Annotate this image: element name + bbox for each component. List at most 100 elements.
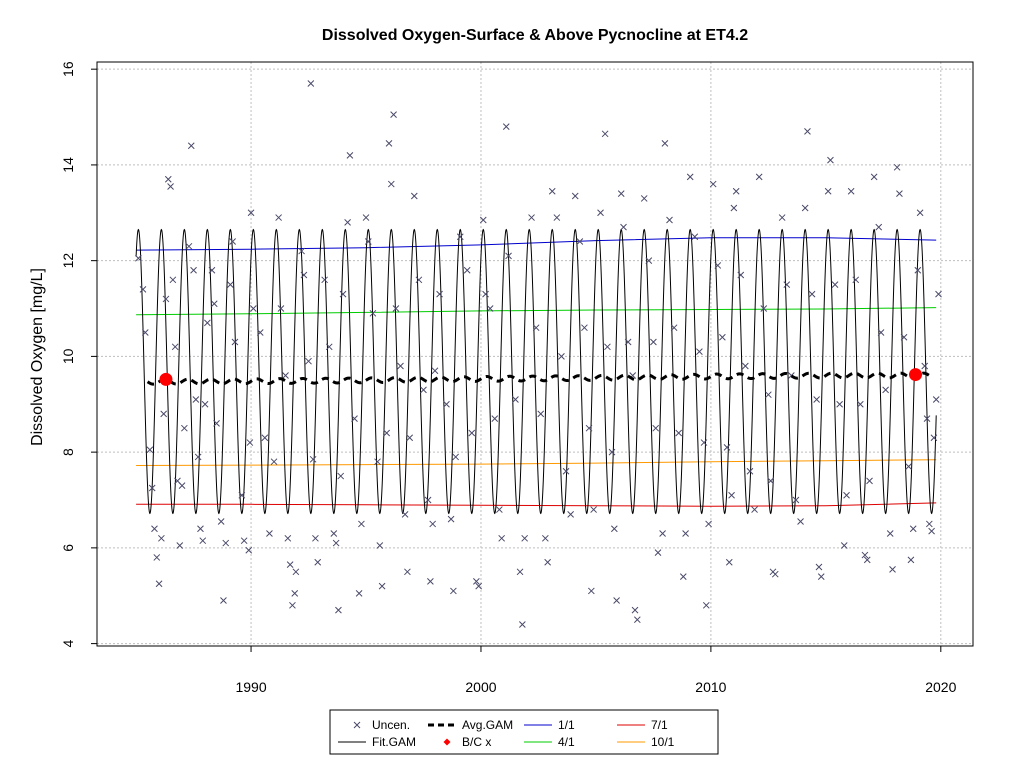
- data-point: [548, 187, 556, 195]
- uncensored-points: [135, 80, 942, 628]
- data-point: [914, 266, 922, 274]
- data-point: [286, 561, 294, 568]
- data-point: [314, 558, 322, 566]
- data-point: [893, 163, 901, 171]
- chart-title: Dissolved Oxygen-Surface & Above Pycnocl…: [322, 27, 748, 44]
- data-point: [585, 424, 593, 432]
- data-point: [335, 606, 342, 614]
- data-point: [374, 458, 381, 466]
- data-point: [576, 238, 584, 245]
- data-point: [836, 400, 843, 408]
- legend-item: Avg.GAM: [428, 718, 513, 732]
- data-point: [201, 400, 209, 408]
- data-point: [686, 173, 694, 181]
- data-point: [164, 175, 172, 183]
- data-point: [351, 415, 358, 422]
- data-point: [505, 252, 512, 260]
- data-point: [167, 183, 174, 190]
- data-point: [907, 556, 915, 564]
- data-point: [760, 305, 768, 312]
- legend-item: B/C x: [443, 735, 491, 749]
- legend-diamond-icon: [443, 738, 451, 746]
- data-point: [581, 324, 588, 332]
- data-point: [210, 300, 218, 308]
- data-point: [751, 506, 758, 513]
- data-point: [217, 518, 225, 525]
- data-point: [397, 362, 404, 370]
- data-point: [831, 281, 839, 288]
- data-point: [275, 214, 282, 221]
- data-point: [930, 434, 938, 442]
- data-point: [923, 415, 931, 422]
- data-point: [491, 415, 499, 422]
- data-point: [896, 190, 903, 197]
- data-point: [696, 348, 703, 355]
- legend-label: B/C x: [462, 735, 491, 749]
- data-point: [567, 511, 574, 518]
- data-point: [309, 455, 317, 463]
- data-point: [197, 525, 204, 533]
- data-point: [192, 396, 200, 403]
- data-point: [249, 305, 257, 312]
- data-point: [840, 542, 848, 549]
- bc-markers: [159, 368, 923, 386]
- data-point: [666, 216, 673, 224]
- data-point: [240, 537, 248, 545]
- data-point: [187, 142, 195, 150]
- data-point: [521, 534, 529, 542]
- data-point: [801, 204, 809, 212]
- data-point: [204, 319, 211, 327]
- fit-gam-curve: [135, 228, 937, 515]
- data-point: [905, 463, 912, 470]
- y-tick-label: 4: [60, 640, 76, 648]
- legend-box: [329, 709, 719, 755]
- data-point: [321, 276, 328, 284]
- data-point: [151, 525, 158, 533]
- data-point: [771, 570, 779, 578]
- data-point: [916, 209, 924, 217]
- data-point: [702, 601, 710, 609]
- legend: Uncen. Fit.GAM Avg.GAM B/C x 1/1 4/1 7/1 10/1: [329, 709, 719, 755]
- data-point: [383, 429, 391, 437]
- data-point: [169, 276, 177, 284]
- data-point: [537, 410, 545, 418]
- fit-gam-path: [135, 228, 937, 515]
- reference-lines: [136, 237, 937, 507]
- data-point: [502, 123, 510, 130]
- data-point: [222, 539, 230, 547]
- data-point: [928, 527, 935, 535]
- series-line-oct1: [136, 459, 937, 466]
- y-tick-label: 14: [60, 157, 76, 173]
- data-point: [291, 589, 299, 597]
- data-point: [597, 209, 604, 217]
- data-point: [436, 290, 443, 298]
- data-point: [496, 506, 503, 513]
- legend-item: Fit.GAM: [338, 735, 416, 749]
- data-point: [231, 338, 239, 346]
- y-tick-label: 16: [60, 61, 76, 77]
- data-point: [401, 511, 409, 518]
- data-point: [709, 180, 717, 188]
- data-point: [208, 266, 216, 274]
- data-point: [332, 539, 340, 547]
- data-point: [553, 214, 561, 221]
- legend-label: 7/1: [651, 718, 668, 732]
- data-point: [719, 333, 726, 341]
- data-point: [277, 305, 285, 312]
- data-point: [450, 587, 457, 595]
- data-point: [246, 439, 254, 446]
- data-point: [889, 566, 896, 573]
- data-point: [325, 343, 333, 351]
- x-tick-label: 2000: [465, 679, 496, 695]
- data-point: [176, 542, 184, 549]
- data-point: [737, 271, 745, 279]
- data-point: [590, 506, 597, 513]
- data-point: [778, 214, 786, 221]
- data-point: [679, 573, 687, 580]
- data-point: [429, 520, 437, 528]
- data-point: [519, 621, 526, 628]
- data-point: [479, 216, 487, 224]
- data-point: [190, 266, 197, 274]
